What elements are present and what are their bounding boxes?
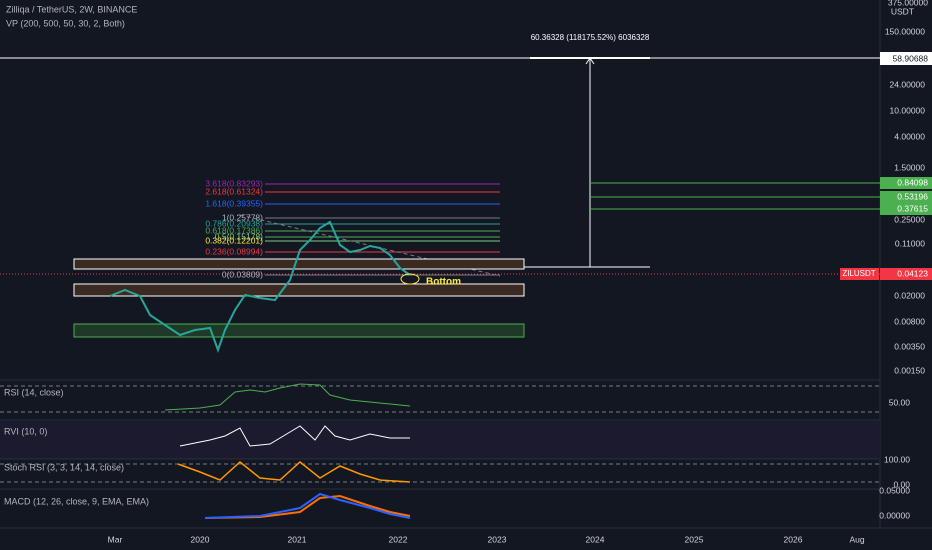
time-label: 2024 bbox=[586, 534, 605, 544]
green-tag bbox=[880, 191, 932, 203]
measure-level: 58.90688 bbox=[893, 53, 929, 63]
green-tag bbox=[880, 177, 932, 189]
price-label: 10.00000 bbox=[890, 105, 926, 115]
fib-label: 1(0.25778) bbox=[222, 212, 263, 222]
price-label: 0.00350 bbox=[894, 341, 925, 351]
price-candles bbox=[109, 220, 411, 353]
price-label: 0.02000 bbox=[894, 290, 925, 300]
symbol-tag: ZILUSDT bbox=[842, 269, 875, 278]
axis-currency: USDT bbox=[891, 6, 914, 16]
bottom-circle bbox=[400, 273, 420, 285]
indicator-axis: 100.00 bbox=[884, 454, 910, 464]
zone bbox=[73, 258, 525, 270]
fib-label: 3.618(0.83293) bbox=[205, 178, 263, 188]
time-label: 2022 bbox=[389, 534, 408, 544]
green-level: 0.53196 bbox=[897, 191, 928, 201]
price-label: 150.00000 bbox=[885, 26, 925, 36]
fib-label: 1.618(0.39355) bbox=[205, 198, 263, 208]
time-label: 2020 bbox=[191, 534, 210, 544]
indicator-axis: 0.00 bbox=[893, 479, 910, 489]
last-price: 0.04123 bbox=[897, 268, 928, 278]
time-label: 2026 bbox=[784, 534, 803, 544]
price-label: 1.50000 bbox=[894, 162, 925, 172]
rsi-line bbox=[164, 383, 411, 411]
price-label: 0.11000 bbox=[895, 238, 925, 248]
indicator-axis: 50.00 bbox=[889, 397, 911, 407]
macd-line bbox=[204, 492, 411, 519]
green-levels bbox=[590, 182, 880, 210]
fib-label: 2.618(0.61324) bbox=[205, 186, 263, 196]
price-label: 0.25000 bbox=[894, 214, 925, 224]
indicator-axis: 0.00000 bbox=[879, 510, 910, 520]
indicator-name: RSI (14, close) bbox=[4, 387, 64, 397]
bottom-label: Bottom bbox=[426, 277, 461, 288]
time-label: Mar bbox=[108, 534, 123, 544]
indicator-name: RVI (10, 0) bbox=[4, 426, 47, 436]
axis-top: 375.00000 bbox=[888, 0, 928, 7]
fib-label: 0.236(0.08994) bbox=[205, 246, 263, 256]
fib-lines bbox=[265, 183, 500, 276]
time-label: Aug bbox=[849, 534, 864, 544]
fib-label: 0(0.03809) bbox=[222, 269, 263, 279]
zone bbox=[73, 283, 525, 297]
fib-label: 0.5(0.15178) bbox=[215, 231, 263, 241]
indicator-name: Stoch RSI (3, 3, 14, 14, close) bbox=[4, 462, 124, 472]
zone bbox=[73, 323, 525, 338]
measure-tag bbox=[880, 52, 932, 65]
indicator-name: MACD (12, 26, close, 9, EMA, EMA) bbox=[4, 496, 149, 506]
rvi-line bbox=[179, 425, 410, 447]
price-label: 24.00000 bbox=[890, 79, 926, 89]
fib-label: 0.786(0.20938) bbox=[205, 218, 263, 228]
stoch-line bbox=[177, 461, 411, 483]
price-label: 0.00150 bbox=[894, 365, 925, 375]
fib-label: 0.618(0.17386) bbox=[205, 225, 263, 235]
time-label: 2023 bbox=[488, 534, 507, 544]
price-label: 0.00800 bbox=[894, 316, 925, 326]
rvi-band bbox=[0, 421, 880, 459]
green-tag bbox=[880, 203, 932, 215]
time-label: 2025 bbox=[685, 534, 704, 544]
price-label: 4.00000 bbox=[894, 131, 925, 141]
time-label: 2021 bbox=[288, 534, 307, 544]
price-tag bbox=[880, 268, 932, 280]
indicator-title: VP (200, 500, 50, 30, 2, Both) bbox=[6, 18, 125, 28]
green-level: 0.84098 bbox=[897, 177, 928, 187]
symbol-title: Zilliqa / TetherUS, 2W, BINANCE bbox=[6, 4, 137, 14]
indicator-axis: 0.05000 bbox=[879, 485, 910, 495]
arrow-head bbox=[585, 57, 595, 65]
symbol-tag bbox=[840, 268, 879, 280]
measure-label: 60.36328 (118175.52%) 6036328 bbox=[531, 33, 650, 42]
fib-label: 0.382(0.12201) bbox=[205, 235, 263, 245]
green-level: 0.37615 bbox=[897, 203, 928, 213]
